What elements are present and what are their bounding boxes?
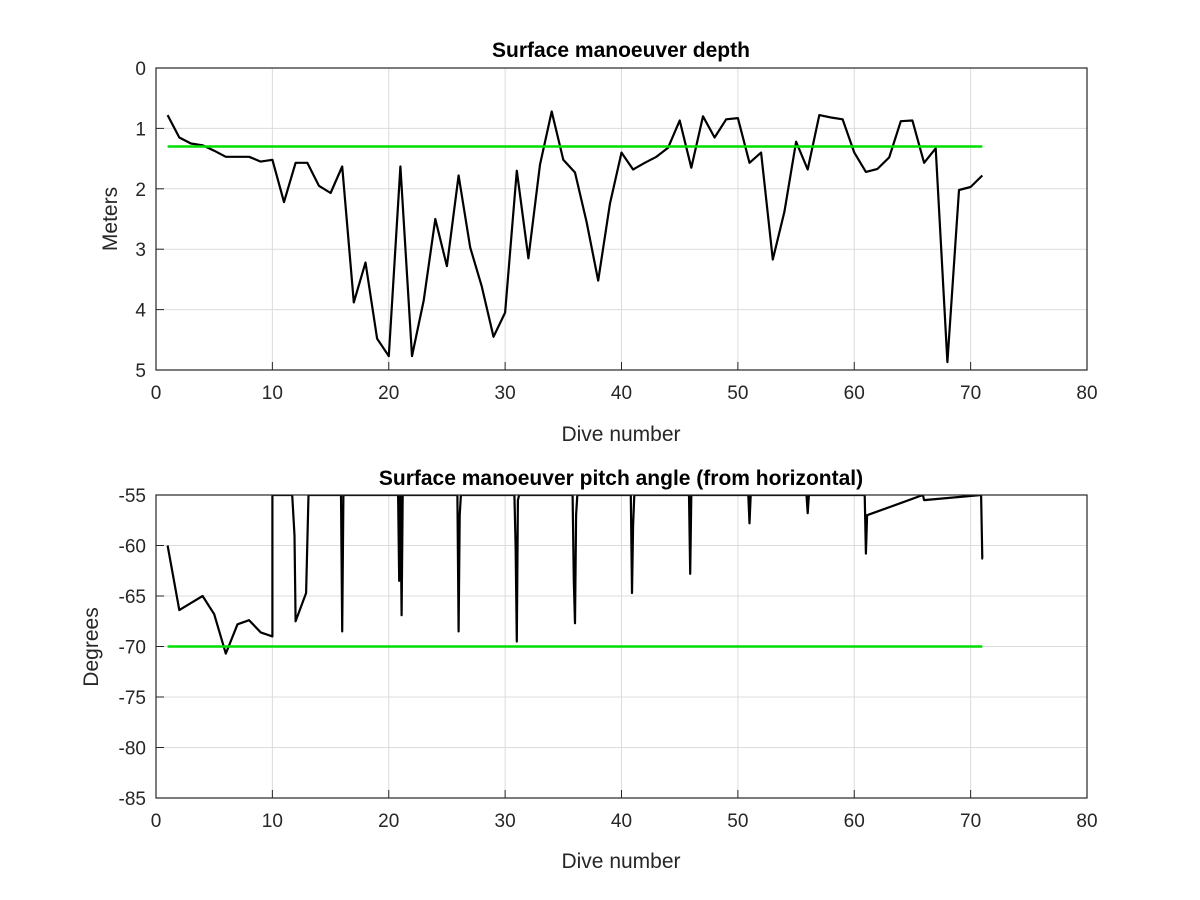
depth-plot-title: Surface manoeuver depth [492,39,750,62]
pitch-y-tick-label: -70 [119,638,146,659]
pitch-x-tick-label: 80 [1076,811,1097,832]
depth-y-tick-label: 2 [135,180,146,201]
pitch-y-tick-label: -65 [119,587,146,608]
depth-y-tick-label: 1 [135,119,146,140]
pitch-x-tick-label: 60 [844,811,865,832]
depth-axes-box [155,67,1088,371]
depth-plot-ylabel: Meters [99,187,122,251]
depth-x-tick-label: 80 [1076,383,1097,404]
depth-data-line [166,110,984,364]
pitch-x-tick-label: 20 [378,811,399,832]
pitch-y-tick-label: -80 [119,739,146,760]
depth-y-tick-label: 4 [135,301,146,322]
pitch-axes-box [155,494,1088,799]
pitch-plot-xlabel: Dive number [561,850,680,873]
pitch-y-tick-label: -55 [119,486,146,507]
pitch-y-tick-label: -60 [119,537,146,558]
pitch-y-tick-label: -85 [119,789,146,810]
pitch-x-tick-label: 50 [727,811,748,832]
pitch-plot-ylabel: Degrees [80,607,103,686]
depth-x-tick-label: 40 [611,383,632,404]
pitch-x-tick-label: 0 [151,811,162,832]
pitch-data-line [166,495,984,655]
pitch-y-tick-label: -75 [119,688,146,709]
pitch-x-tick-label: 30 [495,811,516,832]
depth-x-tick-label: 20 [378,383,399,404]
depth-y-tick-label: 5 [135,361,146,382]
pitch-x-tick-label: 70 [960,811,981,832]
depth-x-tick-label: 10 [262,383,283,404]
depth-x-tick-label: 0 [151,383,162,404]
depth-plot: 0 10 20 30 40 50 60 70 80 0 1 2 3 4 5 Surface manoeuve… [99,39,1098,446]
pitch-plot-title: Surface manoeuver pitch angle (from hori… [379,467,863,490]
pitch-axes: 0 10 20 30 40 50 60 70 80 -55 -60 -65 -70 -75 -80 -85 [119,486,1098,832]
depth-axes: 0 10 20 30 40 50 60 70 80 0 1 2 3 4 5 [135,59,1097,404]
depth-y-tick-label: 3 [135,240,146,261]
pitch-plot: 0 10 20 30 40 50 60 70 80 -55 -60 -65 -70 -75 -80 -85 S… [80,467,1098,873]
depth-y-tick-label: 0 [135,59,146,80]
pitch-x-tick-label: 10 [262,811,283,832]
depth-x-tick-label: 50 [727,383,748,404]
depth-x-tick-label: 60 [844,383,865,404]
pitch-x-tick-label: 40 [611,811,632,832]
depth-plot-xlabel: Dive number [561,423,680,446]
depth-x-tick-label: 30 [495,383,516,404]
depth-x-tick-label: 70 [960,383,981,404]
